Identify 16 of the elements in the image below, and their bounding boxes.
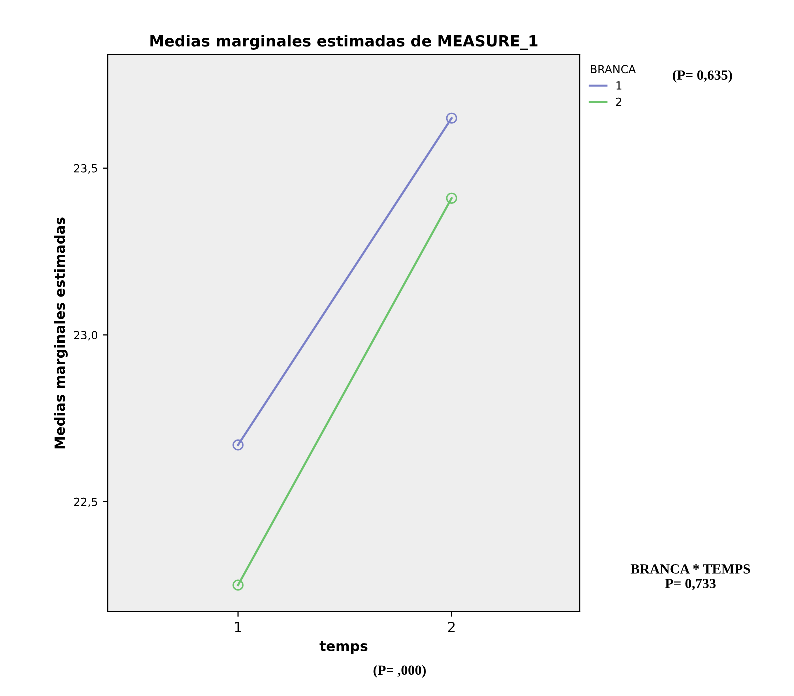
point: [232, 440, 244, 451]
x-axis-title: temps: [320, 642, 368, 654]
y-tick-label: 23,5: [74, 164, 98, 174]
y-tick-label: 22,5: [74, 498, 98, 508]
point: [446, 192, 458, 204]
y-tick-label: 23,0: [74, 331, 98, 341]
legend-label: 2: [616, 98, 622, 106]
legend-label: 1: [616, 82, 622, 90]
y-axis-title: Medias marginales estimadas: [54, 218, 68, 449]
text: (P= 0,635): [673, 70, 732, 83]
text: BRANCA * TEMPS P= 0,733: [630, 564, 750, 590]
chart-title: Medias marginales estimadas de MEASURE_1: [150, 35, 538, 50]
point: [232, 580, 244, 591]
legend-title: BRANCA: [591, 65, 636, 74]
point: [446, 112, 458, 124]
text: (P= ,000): [374, 665, 426, 678]
